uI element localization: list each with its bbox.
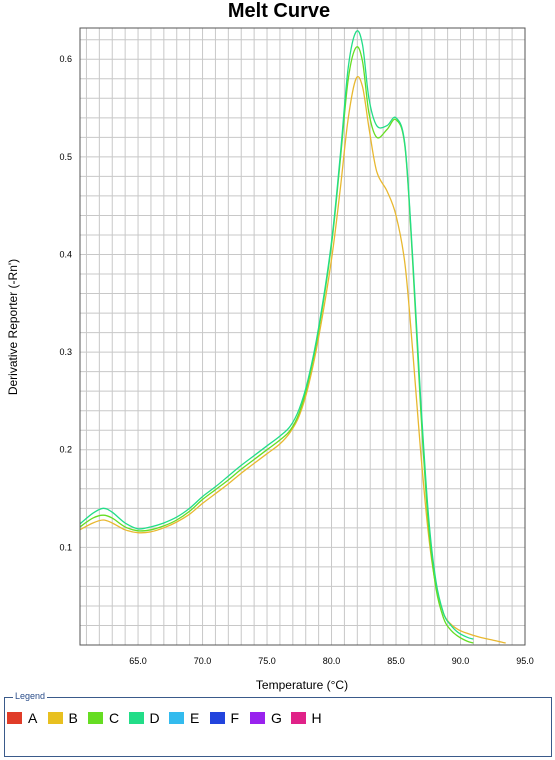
x-tick-label: 90.0: [452, 656, 470, 666]
legend-label: E: [190, 710, 200, 726]
legend-label: A: [28, 710, 38, 726]
legend-swatch: [290, 712, 306, 724]
legend-item-b: B: [47, 710, 89, 726]
y-tick-label: 0.6: [59, 54, 72, 64]
legend-swatch: [47, 712, 63, 724]
legend-item-a: A: [7, 710, 48, 726]
legend-label: B: [68, 710, 78, 726]
legend-swatch: [169, 712, 184, 724]
legend-label: G: [271, 710, 282, 726]
x-tick-label: 95.0: [516, 656, 534, 666]
legend-item-h: H: [290, 710, 332, 726]
legend-swatch: [250, 712, 265, 724]
legend-label: H: [311, 710, 322, 726]
legend-item-c: C: [88, 710, 129, 726]
legend-label: D: [149, 710, 160, 726]
legend-item-g: G: [250, 710, 291, 726]
x-tick-label: 80.0: [323, 656, 341, 666]
legend-swatch: [88, 712, 103, 724]
plot-background: [80, 28, 525, 645]
y-tick-label: 0.5: [59, 152, 72, 162]
x-axis-label: Temperature (°C): [256, 678, 348, 692]
legend-items: A B C D E F G H: [7, 710, 331, 726]
legend-swatch: [128, 712, 144, 724]
plot-frame: [79, 27, 526, 646]
y-axis-label: Derivative Reporter (-Rn'): [6, 259, 20, 395]
legend: Legend A B C D E F G H: [4, 691, 552, 757]
y-tick-label: 0.2: [59, 445, 72, 455]
grid: [80, 28, 525, 645]
x-tick-label: 85.0: [387, 656, 405, 666]
x-tick-label: 65.0: [129, 656, 147, 666]
series-line-d: [79, 30, 474, 640]
x-tick-label: 75.0: [258, 656, 276, 666]
legend-title: Legend: [13, 691, 48, 701]
x-tick-label: 70.0: [194, 656, 212, 666]
melt-curve-chart: Melt Curve 65.0 70.0 75.0 80.0 85.0 90.0 95.0 …: [6, 0, 534, 692]
y-tick-label: 0.1: [59, 542, 72, 552]
legend-item-d: D: [128, 710, 170, 726]
legend-label: C: [109, 710, 120, 726]
legend-label: F: [230, 710, 240, 726]
chart-title: Melt Curve: [228, 0, 330, 22]
series-lines: [79, 30, 506, 644]
legend-swatch: [209, 712, 225, 724]
legend-swatch: [7, 712, 22, 724]
x-tick-labels: 65.0 70.0 75.0 80.0 85.0 90.0 95.0: [129, 656, 533, 666]
y-tick-label: 0.3: [59, 347, 72, 357]
legend-item-f: F: [209, 710, 251, 726]
y-tick-labels: 0.1 0.2 0.3 0.4 0.5 0.6: [59, 54, 72, 552]
y-tick-label: 0.4: [59, 249, 72, 259]
legend-item-e: E: [169, 710, 210, 726]
